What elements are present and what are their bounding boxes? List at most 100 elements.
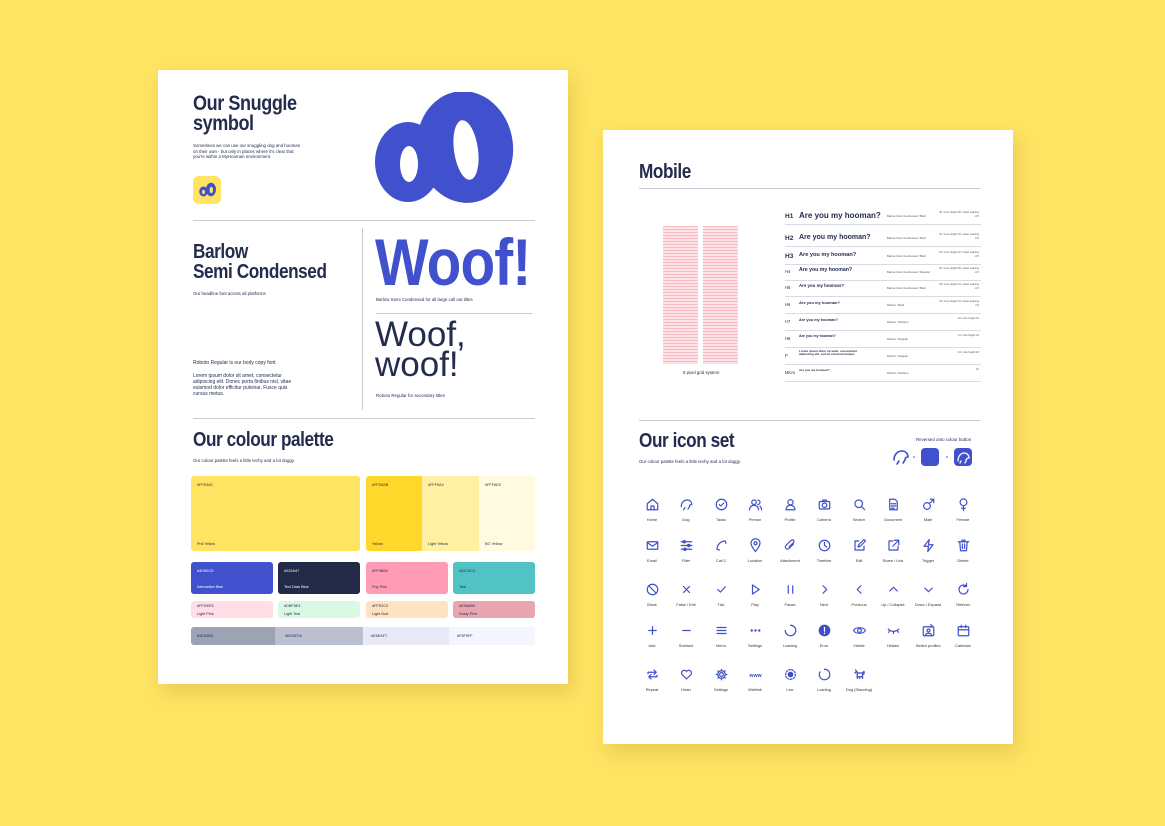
type-tag: Micro [785, 370, 796, 375]
repeat-icon [646, 669, 658, 680]
swatch-grey-1: #9EA3B3 [191, 627, 275, 645]
location-icon [749, 538, 761, 553]
icon-set-description: Our colour palette feels a little techy … [639, 459, 741, 464]
mobile-title: Mobile [639, 161, 691, 183]
icon-label: Visible [853, 643, 865, 648]
woof-headline-sample: Woof! [375, 225, 531, 299]
type-tag: H1 [785, 213, 794, 220]
swatch-code: #FFF0A2 [428, 483, 444, 487]
icon-item: Repeat [627, 667, 677, 692]
font-title-line1: Barlow [193, 241, 248, 263]
swatch-dusty-pink: #E9A6B0 Dusty Pink [453, 601, 535, 618]
type-sample: Are you my hooman? [799, 267, 853, 273]
icon-label: Search [852, 517, 866, 522]
settings-dots-icon [750, 629, 760, 632]
icon-label: Location [747, 558, 763, 563]
call-icon [715, 540, 727, 551]
brand-guide-page-1: Our Snuggle symbol Sometimes we can use … [158, 70, 568, 684]
symbol-title: Our Snuggle symbol [193, 92, 297, 134]
timeline-icon [818, 539, 830, 552]
swatch-code: #DBF8E4 [284, 604, 301, 608]
false-exit-icon [682, 585, 690, 594]
type-spec: 10 [976, 368, 979, 371]
swatch-grey-4: #F3F5FF [449, 627, 535, 645]
type-font: Roboto / Bold [887, 303, 904, 307]
icon-label: Share / Link [882, 558, 904, 563]
heart-icon [680, 669, 692, 680]
swatch-code: #FFE2C0 [372, 604, 389, 608]
swatch-code: #FFDEE5 [197, 604, 214, 608]
type-font: Barlow Semi Condensed / Bold [887, 236, 926, 240]
trigger-icon [922, 538, 934, 553]
swatch-bg-yellow: #FFFAE0 BG Yellow [479, 476, 535, 551]
dog-icon-outline [893, 450, 909, 465]
icon-label: Loading [817, 687, 831, 692]
play-icon [751, 584, 760, 595]
swatch-name: Interactive Blue [197, 585, 224, 589]
icon-item: Down / Expand [903, 582, 953, 607]
icon-item: Attachment [765, 538, 815, 563]
type-row: H4 Are you my hooman? Barlow Semi Condense… [785, 264, 981, 281]
icon-item: Refresh [938, 582, 988, 607]
swatch-pop-pink: #FF9BB4 Pop Pink [366, 562, 448, 594]
icon-label: Trigger [921, 558, 935, 563]
female-icon [959, 498, 967, 512]
swatch-name: Light Yellow [428, 542, 449, 546]
swatch-name: Pop Pink [372, 585, 388, 589]
icon-item: Switch profiles [903, 623, 953, 648]
icon-label: Menu [716, 643, 726, 648]
icon-label: Subtract [678, 643, 694, 648]
subtract-icon [681, 629, 691, 632]
icon-item: www Weblink [730, 667, 780, 692]
swatch-code: #FFD82B [372, 483, 389, 487]
type-sample: Are you my hooman? [799, 334, 836, 338]
type-row: H1 Are you my hooman? Barlow Semi Condense… [785, 208, 981, 225]
type-spec: 14 / Line height 24 [957, 317, 979, 320]
lorem-sample: Lorem ipsum dolor sit amet, consectetur … [193, 373, 292, 397]
symbol-description: Sometimes we can use our snuggling dog a… [193, 143, 301, 160]
type-spec: 20 / Line height 28 / Letter spacing -0.… [939, 267, 979, 274]
divider [193, 418, 535, 419]
icon-label: Play [751, 602, 759, 607]
icon-label: Live [786, 687, 794, 692]
icon-label: Settings [713, 687, 729, 692]
type-tag: H7 [785, 319, 791, 324]
profile-icon [784, 499, 796, 511]
icon-label: Previous [851, 602, 867, 607]
icon-label: Tasks [716, 517, 726, 522]
icon-item: Camera [799, 497, 849, 522]
svg-text:www: www [748, 673, 762, 679]
icon-item: Heart [661, 667, 711, 692]
type-tag: H6 [785, 302, 791, 307]
icon-item: Female [938, 497, 988, 522]
icon-item: Loading [765, 623, 815, 648]
swatch-code: #F3F5FF [457, 634, 473, 638]
icon-item: Trigger [903, 538, 953, 563]
error-icon [818, 624, 830, 637]
type-tag: H5 [785, 285, 791, 290]
type-tag: H8 [785, 336, 791, 341]
type-sample: Lorem ipsum dolor sit amet, consectetur … [799, 349, 858, 357]
camera-icon [818, 499, 830, 510]
symbol-title-line1: Our Snuggle [193, 92, 297, 115]
swatch-light-teal: #DBF8E4 Light Teal [278, 601, 360, 618]
swatch-code: #E8EAF7 [371, 634, 388, 638]
font-title: Barlow Semi Condensed [193, 242, 327, 282]
icon-label: Dog (Standing) [845, 687, 873, 692]
type-sample: Are you my hooman? [799, 300, 840, 305]
icon-item: Tick [696, 582, 746, 607]
icon-item: Menu [696, 623, 746, 648]
snuggle-symbol-logo [375, 92, 514, 203]
menu-icon [715, 626, 727, 635]
icon-label: Heart [681, 687, 691, 692]
type-sample: Are you my hooman? [799, 368, 830, 372]
icon-label: Timeline [816, 558, 832, 563]
icon-item: Settings [730, 623, 780, 648]
icon-label: Tick [717, 602, 725, 607]
visible-icon [852, 627, 866, 634]
type-sample: Are you my hooman? [799, 234, 871, 241]
icon-label: Delete [957, 558, 969, 563]
type-font: Roboto / Medium [887, 320, 909, 324]
type-sample: Are you my hooman? [799, 283, 844, 288]
expand-icon [923, 587, 933, 593]
